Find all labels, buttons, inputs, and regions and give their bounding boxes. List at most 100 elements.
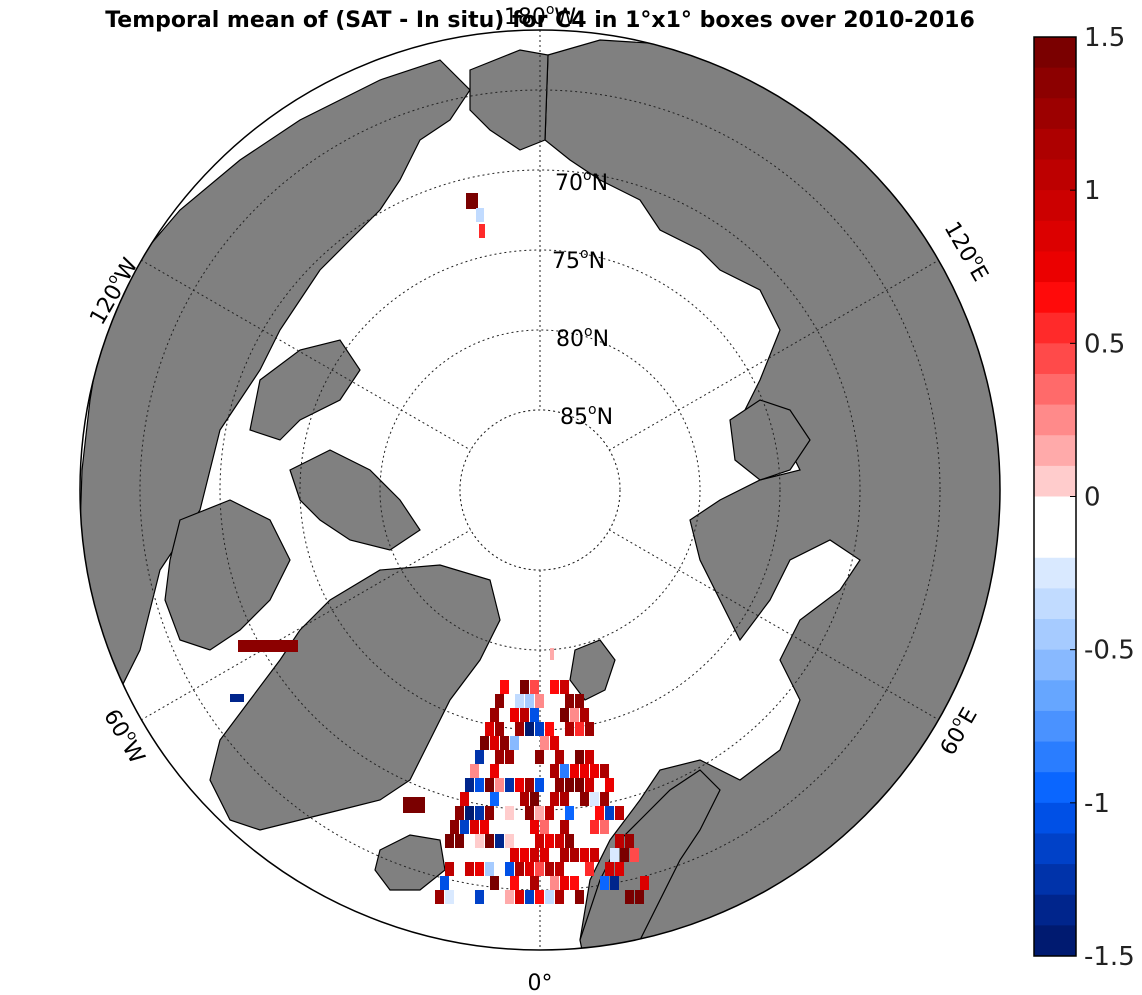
colorbar-segment [1034, 404, 1076, 436]
anomaly-cell [610, 848, 619, 862]
anomaly-cell [560, 792, 569, 806]
anomaly-cell [490, 876, 499, 890]
anomaly-cell [445, 890, 454, 904]
colorbar-segment [1034, 37, 1076, 69]
anomaly-cell [470, 764, 479, 778]
anomaly-cell [570, 848, 579, 862]
anomaly-cell [535, 834, 544, 848]
colorbar-tick-label: -1 [1084, 789, 1110, 819]
anomaly-cell [540, 820, 549, 834]
anomaly-cell [525, 722, 534, 736]
colorbar-segment [1034, 864, 1076, 896]
anomaly-cell [605, 862, 614, 876]
anomaly-cell [485, 778, 494, 792]
anomaly-cell [520, 792, 529, 806]
lon-label-0: 0° [528, 971, 553, 995]
anomaly-cell [585, 750, 594, 764]
landmass-ellesmere [289, 449, 421, 551]
anomaly-cell [600, 820, 609, 834]
anomaly-cell [515, 778, 524, 792]
anomaly-cell [435, 890, 444, 904]
colorbar-segment [1034, 772, 1076, 804]
anomaly-cell [465, 862, 474, 876]
anomaly-cell [460, 792, 469, 806]
anomaly-cell [560, 764, 569, 778]
anomaly-cell [620, 848, 629, 862]
anomaly-cell [585, 778, 594, 792]
colorbar-tick-label: -1.5 [1084, 942, 1135, 972]
landmass-chukotka [469, 49, 549, 151]
colorbar-segment [1034, 251, 1076, 283]
anomaly-cell [550, 792, 559, 806]
anomaly-cell [445, 862, 454, 876]
colorbar-ticks: 1.5 1 0.5 0 -0.5 -1 -1.5 [1070, 23, 1135, 972]
anomaly-cell [476, 208, 484, 222]
anomaly-cell [460, 820, 469, 834]
anomaly-cell [600, 764, 609, 778]
anomaly-cell [475, 862, 484, 876]
anomaly-cell [615, 834, 624, 848]
anomaly-cell [555, 862, 564, 876]
colorbar-segment [1034, 833, 1076, 865]
anomaly-cell [485, 806, 494, 820]
anomaly-cell [485, 862, 494, 876]
anomaly-cell [530, 680, 539, 694]
anomaly-cell [555, 890, 564, 904]
anomaly-cell [580, 848, 589, 862]
anomaly-cell [630, 848, 639, 862]
anomaly-cell [535, 778, 544, 792]
anomaly-cell [565, 834, 574, 848]
anomaly-cell [440, 876, 449, 890]
anomaly-cell [530, 876, 539, 890]
anomaly-cell [520, 848, 529, 862]
anomaly-cell [575, 722, 584, 736]
anomaly-cell [505, 806, 514, 820]
anomaly-cell [550, 764, 559, 778]
colorbar-segment [1034, 680, 1076, 712]
anomaly-cell [570, 764, 579, 778]
anomaly-cell [480, 820, 489, 834]
anomaly-cell [590, 820, 599, 834]
anomaly-cell [580, 708, 589, 722]
anomaly-cell [525, 778, 534, 792]
anomaly-cell [525, 694, 534, 708]
anomaly-cell [575, 890, 584, 904]
anomaly-cell [495, 722, 504, 736]
anomaly-cell [570, 876, 579, 890]
colorbar [1033, 36, 1077, 957]
colorbar-segment [1034, 67, 1076, 99]
anomaly-cell [610, 876, 619, 890]
anomaly-cell [550, 736, 559, 750]
anomaly-cell [490, 764, 499, 778]
anomaly-cell [580, 764, 589, 778]
anomaly-cell [585, 862, 594, 876]
anomaly-cell [505, 750, 514, 764]
anomaly-cell [550, 680, 559, 694]
lat-label-80: 80oN [556, 324, 609, 352]
anomaly-cell [580, 792, 589, 806]
lat-circle-70 [219, 169, 861, 811]
colorbar-segment [1034, 128, 1076, 161]
anomaly-cell [545, 862, 554, 876]
colorbar-segment [1034, 343, 1076, 375]
anomaly-cell [230, 694, 244, 702]
anomaly-cell [615, 806, 624, 820]
landmass-svalbard [569, 639, 616, 701]
anomaly-cell [535, 806, 544, 820]
anomaly-cell [640, 876, 649, 890]
anomaly-cell [525, 862, 534, 876]
lat-circle-65 [139, 89, 941, 891]
anomaly-cell [403, 797, 425, 813]
colorbar-segment [1034, 802, 1076, 834]
anomaly-cell [455, 834, 464, 848]
landmass-greenland [209, 564, 501, 831]
anomaly-cell [535, 890, 544, 904]
anomaly-cell [535, 862, 544, 876]
colorbar-segment [1034, 496, 1076, 528]
lat-label-85: 85oN [560, 402, 613, 430]
anomaly-cell [465, 778, 474, 792]
anomaly-cell [515, 862, 524, 876]
colorbar-segment [1034, 312, 1076, 344]
anomaly-cell [565, 694, 574, 708]
anomaly-cell [565, 806, 574, 820]
